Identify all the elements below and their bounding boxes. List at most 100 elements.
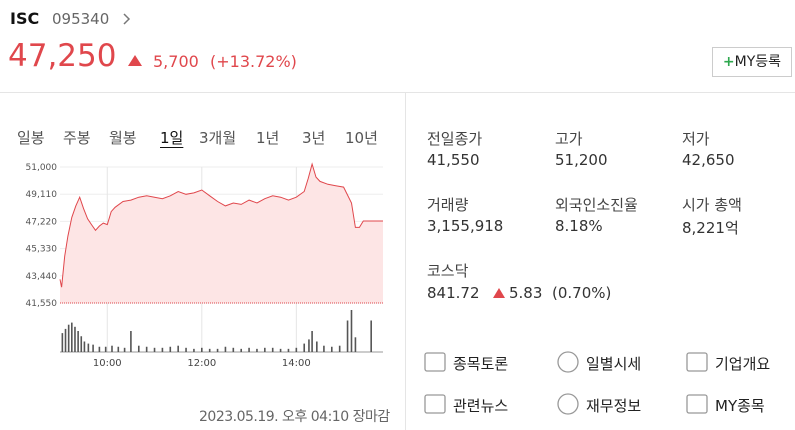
link[interactable]: 일별시세 [586, 355, 642, 373]
volume-bar [123, 347, 126, 352]
stat-value: 42,650 [682, 151, 735, 169]
volume-bar [153, 347, 156, 352]
volume-bar [271, 347, 274, 352]
volume-bar [87, 343, 90, 352]
index-change-pct: (0.70%) [552, 284, 612, 302]
link[interactable]: 기업개요 [715, 355, 771, 373]
stat-value: 41,550 [427, 151, 480, 169]
volume-bar [67, 324, 70, 352]
volume-bar [279, 348, 282, 352]
volume-bar [256, 348, 258, 352]
link-icon [686, 394, 708, 414]
volume-bar [130, 331, 132, 352]
y-tick-label: 51,000 [26, 163, 58, 173]
volume-bar [240, 348, 242, 352]
volume-bar [295, 347, 298, 352]
stat-value: 51,200 [555, 151, 608, 169]
volume-bar [64, 328, 67, 352]
volume-bar [71, 322, 73, 352]
link-icon [557, 393, 579, 415]
stat-value: 3,155,918 [427, 217, 504, 235]
volume-bar [323, 345, 325, 352]
stat-label: 고가 [555, 130, 583, 148]
change: 5,700 [153, 52, 199, 71]
x-tick-label: 14:00 [282, 358, 311, 369]
up-arrow [128, 55, 142, 66]
volume-bar [201, 347, 203, 352]
stat-label: 전일종가 [427, 130, 483, 148]
stat-value: 8.18% [555, 217, 603, 235]
volume-bar [346, 320, 349, 352]
y-tick-label: 45,330 [26, 245, 58, 255]
period-tab[interactable]: 1년 [256, 129, 280, 147]
volume-bar [354, 337, 357, 352]
volume-bar [224, 346, 227, 352]
volume-bar [216, 348, 219, 352]
link-icon [686, 352, 708, 372]
volume-bar [117, 346, 120, 352]
my-button-label: MY등록 [734, 54, 782, 70]
my-button[interactable]: +MY등록 [712, 47, 792, 77]
volume-bar [104, 346, 107, 352]
volume-bar [161, 347, 164, 352]
period-tab[interactable]: 일봉 [17, 129, 45, 147]
link[interactable]: 관련뉴스 [453, 397, 509, 415]
link[interactable]: MY종목 [715, 397, 765, 415]
stat-value: 8,221억 [682, 219, 739, 237]
chevron [123, 13, 131, 25]
volume-bar [338, 345, 341, 352]
stat-label: 저가 [682, 130, 710, 148]
stock-code[interactable]: 095340 [52, 10, 110, 28]
period-tab[interactable]: 주봉 [63, 129, 91, 147]
volume-bar [193, 348, 195, 352]
link-icon [424, 352, 446, 372]
y-tick-label: 49,110 [26, 190, 58, 200]
volume-bar [287, 348, 290, 352]
link[interactable]: 종목토론 [453, 355, 509, 373]
price-line [59, 162, 383, 288]
volume-bar [232, 347, 235, 352]
period-tab[interactable]: 3년 [302, 129, 326, 147]
volume-bar [83, 341, 86, 352]
volume-bar [169, 346, 172, 352]
volume-bar [248, 347, 250, 352]
link[interactable]: 재무정보 [586, 397, 642, 415]
volume-bar [145, 346, 148, 352]
stat-label: 외국인소진율 [555, 196, 638, 214]
divider [0, 92, 795, 93]
stock-name: ISC [10, 9, 40, 28]
volume-bar [208, 348, 211, 352]
index-value: 841.72 [427, 284, 480, 302]
volume-bar [111, 345, 113, 352]
volume-bar [77, 331, 79, 352]
x-tick-label: 10:00 [93, 358, 122, 369]
x-tick-label: 12:00 [187, 358, 216, 369]
price-area [60, 164, 383, 303]
volume-bar [61, 333, 64, 352]
link-icon [424, 394, 446, 414]
y-tick-label: 43,440 [26, 272, 58, 282]
link-icon [557, 351, 579, 373]
y-tick-label: 47,220 [26, 217, 58, 227]
period-tab[interactable]: 월봉 [109, 129, 137, 147]
volume-bar [370, 320, 372, 352]
volume-bar [316, 341, 318, 352]
period-tab[interactable]: 3개월 [199, 129, 237, 147]
up-arrow [493, 288, 505, 298]
stat-label: 거래량 [427, 196, 469, 214]
volume-bar [74, 326, 76, 352]
volume-bar [80, 336, 83, 352]
volume-bar [311, 331, 313, 352]
volume-bar [303, 343, 306, 352]
stat-label: 시가 총액 [682, 196, 742, 214]
index-label: 코스닥 [427, 262, 469, 280]
volume-bar [264, 347, 266, 352]
volume-bar [137, 345, 140, 352]
volume-bar [185, 347, 187, 352]
divider [405, 93, 406, 430]
volume-bar [92, 344, 94, 352]
change-pct: (+13.72%) [210, 52, 297, 71]
period-tab[interactable]: 1일 [160, 129, 184, 147]
period-tab[interactable]: 10년 [345, 129, 378, 147]
